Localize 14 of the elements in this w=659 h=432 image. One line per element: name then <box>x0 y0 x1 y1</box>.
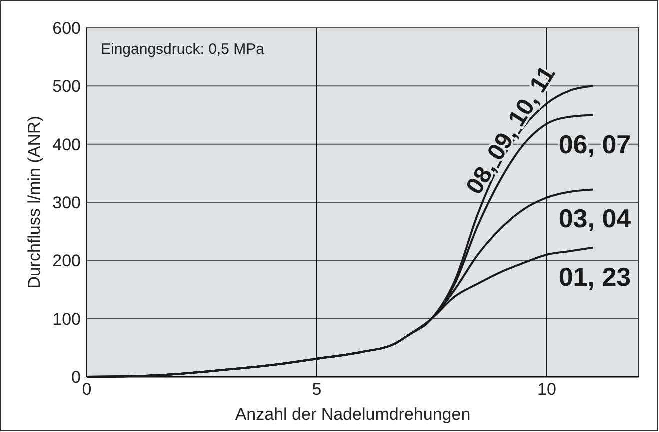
annotation: Eingangsdruck: 0,5 MPa <box>101 41 266 58</box>
y-axis-title: Durchfluss l/min (ANR) <box>25 116 44 289</box>
series-label: 01, 23 <box>558 262 632 292</box>
y-tick-label: 300 <box>52 193 81 212</box>
x-axis-title: Anzahl der Nadelumdrehungen <box>235 405 471 424</box>
x-tick-label: 10 <box>538 380 556 399</box>
y-tick-label: 100 <box>52 310 81 329</box>
y-tick-label: 400 <box>52 135 81 154</box>
y-tick-label: 0 <box>72 368 81 387</box>
series-label: 03, 04 <box>558 204 632 234</box>
y-tick-label: 200 <box>52 252 81 271</box>
y-tick-label: 500 <box>52 77 81 96</box>
x-tick-label: 5 <box>312 380 322 399</box>
y-tick-label: 600 <box>52 18 81 38</box>
